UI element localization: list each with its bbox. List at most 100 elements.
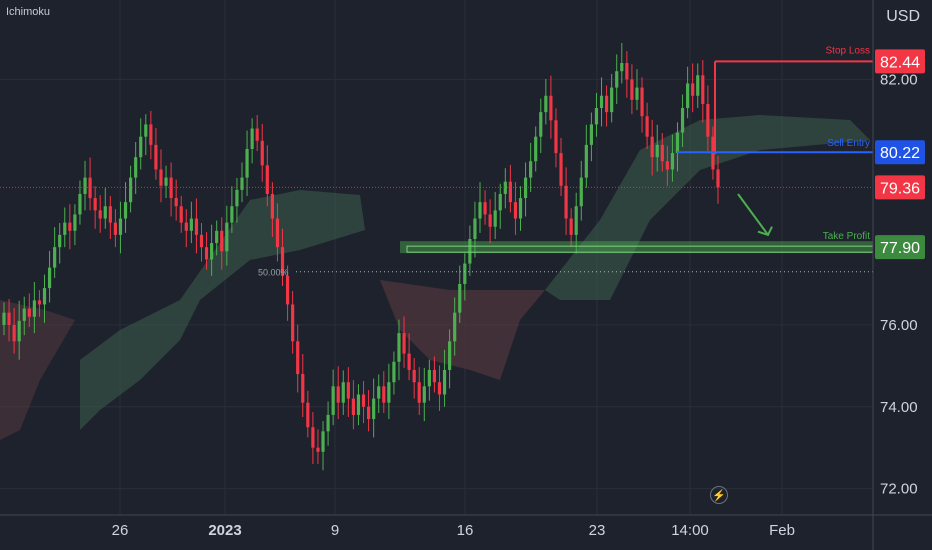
candle-body (701, 75, 705, 104)
candle-body (427, 369, 431, 387)
candle-up (78, 180, 82, 225)
candle-up (250, 118, 254, 164)
candle-down (569, 208, 573, 248)
candle-body (255, 128, 259, 141)
cloud-red (0, 300, 75, 440)
candle-up (139, 118, 143, 170)
candle-body (291, 304, 295, 342)
candle-body (164, 177, 168, 186)
candle-down (255, 114, 259, 152)
candle-up (534, 126, 538, 172)
candle-down (280, 228, 285, 287)
candle-body (32, 300, 36, 317)
time-tick: 16 (457, 522, 474, 539)
indicator-label[interactable]: Ichimoku (6, 6, 51, 18)
candle-up (17, 300, 21, 360)
candle-up (574, 192, 578, 254)
candle-up (189, 201, 193, 244)
candle-body (210, 243, 214, 260)
candle-up (680, 94, 685, 147)
candle-body (83, 177, 87, 194)
candle-body (498, 193, 502, 211)
candle-up (341, 370, 345, 415)
candle-body (503, 181, 507, 194)
candle-down (204, 232, 209, 270)
lightning-icon[interactable]: ⚡ (710, 486, 728, 504)
candle-body (604, 95, 609, 113)
candle-up (134, 142, 138, 194)
candle-body (544, 95, 548, 113)
candle-down (199, 223, 204, 262)
candle-body (149, 124, 153, 145)
candle-down (27, 293, 31, 327)
candle-body (407, 353, 411, 370)
candle-body (620, 63, 624, 72)
candle-up (670, 134, 675, 182)
candle-up (427, 359, 431, 401)
candle-up (123, 182, 128, 233)
candle-body (2, 312, 6, 325)
candle-up (584, 124, 588, 188)
candle-up (215, 220, 219, 256)
candle-body (630, 79, 634, 100)
candle-body (559, 153, 563, 186)
candle-body (301, 374, 305, 403)
candle-body (574, 206, 578, 235)
candle-down (184, 209, 188, 248)
candle-up (539, 98, 543, 154)
candle-body (128, 177, 133, 203)
candle-down (402, 316, 406, 368)
candle-body (68, 222, 72, 231)
candle-up (655, 124, 659, 172)
candle-body (599, 95, 604, 109)
candle-body (199, 234, 204, 248)
candle-body (488, 214, 492, 227)
candle-body (280, 247, 285, 276)
candle-up (518, 186, 523, 231)
candle-body (691, 83, 695, 96)
candle-body (564, 185, 568, 219)
candle-down (407, 333, 411, 381)
take-profit-tag (875, 235, 925, 260)
candle-up (675, 122, 680, 172)
candle-body (189, 218, 193, 231)
candle-down (564, 167, 568, 235)
currency-label[interactable]: USD (886, 8, 920, 25)
candle-body (321, 431, 325, 452)
candle-up (230, 186, 234, 233)
candle-body (534, 136, 538, 162)
sell-entry-price: 80.22 (880, 145, 920, 162)
candle-body (285, 275, 290, 305)
candle-body (554, 120, 558, 154)
candle-body (270, 193, 274, 219)
candle-body (194, 218, 199, 235)
candle-body (361, 394, 366, 407)
candle-body (478, 202, 482, 219)
candle-body (93, 198, 97, 211)
candle-body (696, 75, 700, 96)
candle-down (660, 132, 664, 172)
candle-down (336, 366, 340, 420)
candle-body (63, 222, 67, 235)
candle-up (128, 165, 133, 213)
candle-down (154, 128, 158, 180)
candle-body (159, 169, 163, 186)
candle-body (635, 87, 639, 100)
candle-up (498, 183, 502, 229)
candle-down (285, 265, 290, 321)
candle-up (103, 187, 107, 229)
sell-entry-tag (875, 140, 925, 165)
candle-up (83, 160, 87, 211)
candle-down (640, 77, 644, 133)
candle-up (225, 205, 229, 266)
candle-body (625, 63, 629, 80)
candle-body (17, 320, 21, 342)
candle-down (706, 85, 710, 152)
candle-body (412, 369, 416, 383)
candle-body (372, 398, 376, 420)
candle-body (650, 136, 654, 158)
candle-body (27, 308, 31, 317)
